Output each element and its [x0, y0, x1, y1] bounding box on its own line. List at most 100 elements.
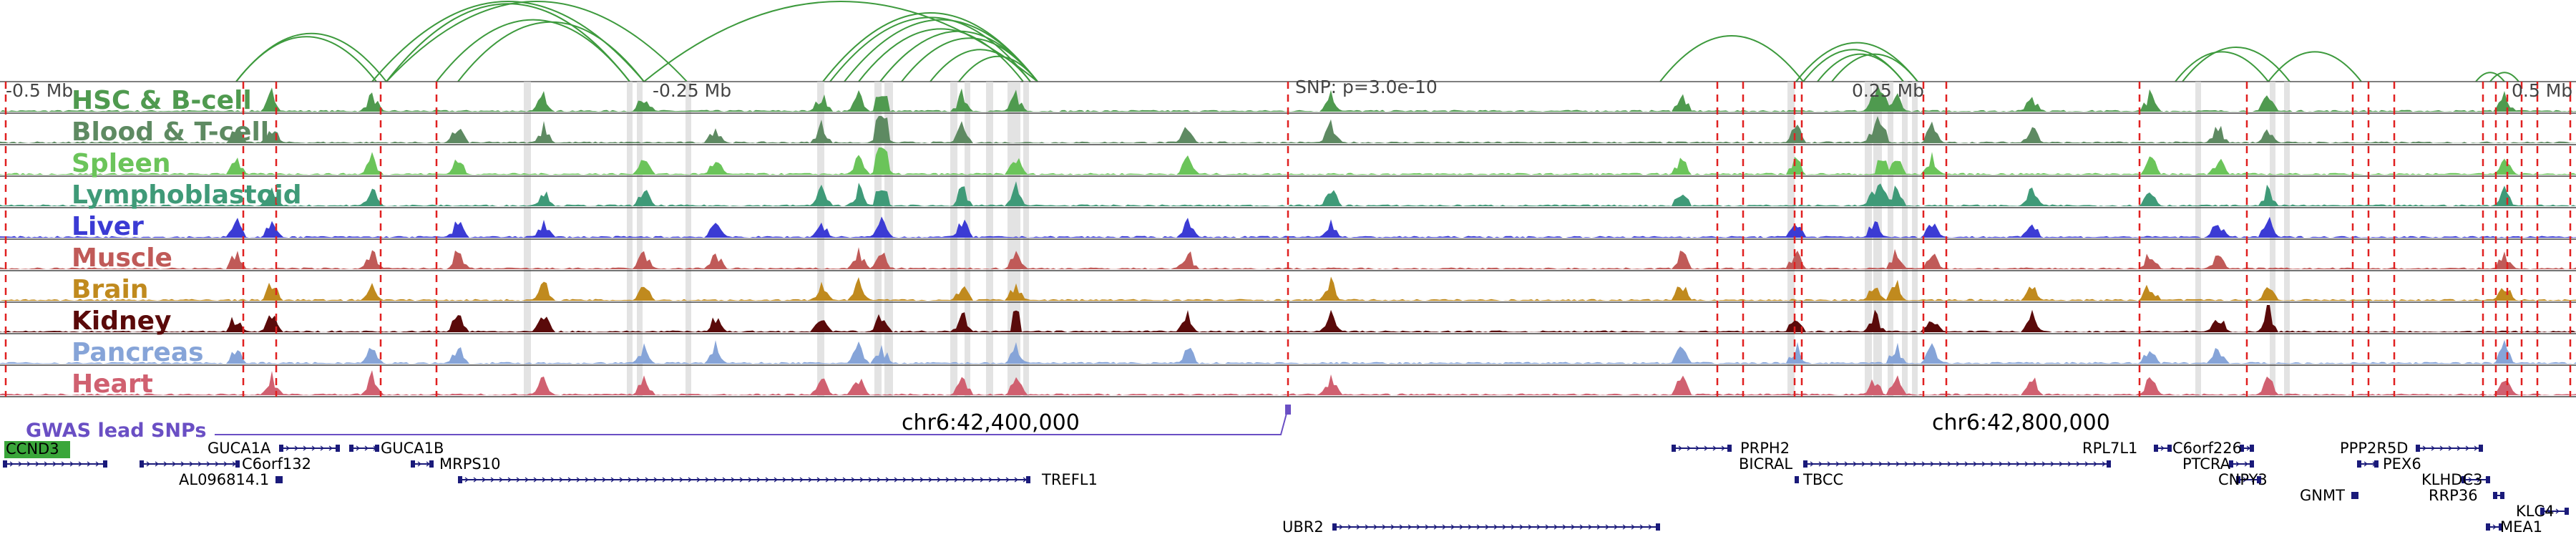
- strand-chevron: [1921, 461, 1926, 467]
- strand-chevron: [748, 477, 753, 483]
- exon-block: [275, 476, 280, 483]
- strand-chevron: [1536, 524, 1541, 530]
- strand-chevron: [825, 477, 830, 483]
- gwas-connector-line: [215, 407, 1289, 435]
- track-label-heart: Heart: [72, 369, 153, 399]
- strand-chevron: [1493, 524, 1498, 530]
- gene-label[interactable]: KLC4: [2516, 503, 2555, 520]
- signal-area: [0, 181, 2576, 206]
- gene-label[interactable]: MRPS10: [439, 455, 500, 473]
- strand-chevron: [1382, 524, 1387, 530]
- exon-block: [2250, 460, 2254, 468]
- strand-chevron: [2477, 477, 2482, 483]
- gene-label[interactable]: GUCA1A: [208, 440, 271, 457]
- track-label-hsc-bcell: HSC & B-cell: [72, 86, 252, 115]
- strand-chevron: [206, 461, 211, 467]
- strand-chevron: [172, 461, 177, 467]
- strand-chevron: [1553, 524, 1558, 530]
- gene-label[interactable]: KLHDC3: [2421, 471, 2482, 488]
- exon-block: [3, 460, 7, 468]
- strand-chevron: [2448, 445, 2453, 451]
- gene-label[interactable]: C6orf132: [242, 455, 311, 473]
- gene-label[interactable]: PPP2R5D: [2340, 440, 2408, 457]
- signal-area: [0, 147, 2576, 175]
- strand-chevron: [1339, 524, 1344, 530]
- gene-label[interactable]: C6orf226: [2172, 440, 2242, 457]
- gene-label[interactable]: RRP36: [2429, 487, 2478, 504]
- gwas-lead-snp-marker[interactable]: [1285, 405, 1291, 415]
- strand-chevron: [696, 477, 701, 483]
- gene-label[interactable]: AL096814.1: [179, 471, 269, 488]
- gene-label[interactable]: GUCA1B: [381, 440, 444, 457]
- gene-label[interactable]: MEA1: [2500, 518, 2542, 536]
- gene-label[interactable]: CCND3: [6, 440, 59, 458]
- strand-chevron: [180, 461, 185, 467]
- exon-block: [279, 445, 283, 452]
- strand-chevron: [868, 477, 873, 483]
- strand-chevron: [2059, 461, 2064, 467]
- strand-chevron: [1528, 524, 1533, 530]
- strand-chevron: [945, 477, 950, 483]
- strand-chevron: [1476, 524, 1481, 530]
- strand-chevron: [593, 477, 598, 483]
- gene-label[interactable]: CNPY3: [2218, 471, 2268, 488]
- axis-label-neg: -0.25 Mb: [653, 80, 731, 101]
- signal-area: [0, 305, 2576, 332]
- strand-chevron: [1347, 524, 1352, 530]
- strand-chevron: [1938, 461, 1943, 467]
- strand-chevron: [525, 477, 530, 483]
- gene-label[interactable]: GNMT: [2300, 487, 2345, 504]
- strand-chevron: [782, 477, 787, 483]
- exon-block: [375, 445, 379, 452]
- strand-chevron: [311, 445, 316, 451]
- gene-highlight-box: [4, 441, 70, 458]
- strand-chevron: [1407, 524, 1413, 530]
- signal-area: [0, 276, 2576, 301]
- strand-chevron: [1545, 524, 1550, 530]
- exon-block: [2416, 445, 2420, 452]
- strand-chevron: [146, 461, 151, 467]
- gene-label[interactable]: BICRAL: [1739, 455, 1792, 473]
- exon-block: [2486, 476, 2490, 483]
- strand-chevron: [1930, 461, 1935, 467]
- strand-chevron: [1425, 524, 1430, 530]
- gwas-track-label: GWAS lead SNPs: [26, 420, 206, 442]
- exon-block: [2154, 445, 2158, 452]
- gene-label[interactable]: UBR2: [1282, 518, 1324, 536]
- loop-arc: [1795, 42, 1918, 82]
- strand-chevron: [1562, 524, 1567, 530]
- strand-chevron: [885, 477, 890, 483]
- strand-chevron: [1433, 524, 1438, 530]
- gene-label[interactable]: TREFL1: [1041, 471, 1098, 488]
- track-label-blood-tcell: Blood & T-cell: [72, 117, 269, 147]
- strand-chevron: [1704, 445, 1709, 451]
- gene-label[interactable]: TBCC: [1802, 471, 1843, 488]
- gene-label[interactable]: RPL7L1: [2082, 440, 2137, 457]
- strand-chevron: [1648, 524, 1653, 530]
- strand-chevron: [1887, 461, 1892, 467]
- loop-arc: [958, 56, 1038, 82]
- gene-label[interactable]: PTCRA: [2182, 455, 2231, 473]
- strand-chevron: [1973, 461, 1978, 467]
- track-label-brain: Brain: [72, 275, 148, 304]
- axis-label-pos: 0.25 Mb: [1852, 80, 1924, 101]
- strand-chevron: [2363, 461, 2368, 467]
- strand-chevron: [1416, 524, 1421, 530]
- strand-chevron: [52, 461, 57, 467]
- exon-block: [2493, 492, 2497, 499]
- loop-arc: [2182, 47, 2290, 82]
- signal-area: [0, 216, 2576, 238]
- gene-label[interactable]: PRPH2: [1740, 440, 1790, 457]
- strand-chevron: [1678, 445, 1683, 451]
- loop-arc: [436, 19, 630, 82]
- loop-arc: [457, 21, 645, 82]
- exon-block: [278, 476, 283, 483]
- exon-block: [2250, 445, 2254, 452]
- loop-arc: [829, 16, 1031, 82]
- strand-chevron: [2235, 461, 2240, 467]
- gene-label[interactable]: PEX6: [2383, 455, 2421, 473]
- strand-chevron: [2439, 445, 2444, 451]
- strand-chevron: [902, 477, 907, 483]
- strand-chevron: [1399, 524, 1404, 530]
